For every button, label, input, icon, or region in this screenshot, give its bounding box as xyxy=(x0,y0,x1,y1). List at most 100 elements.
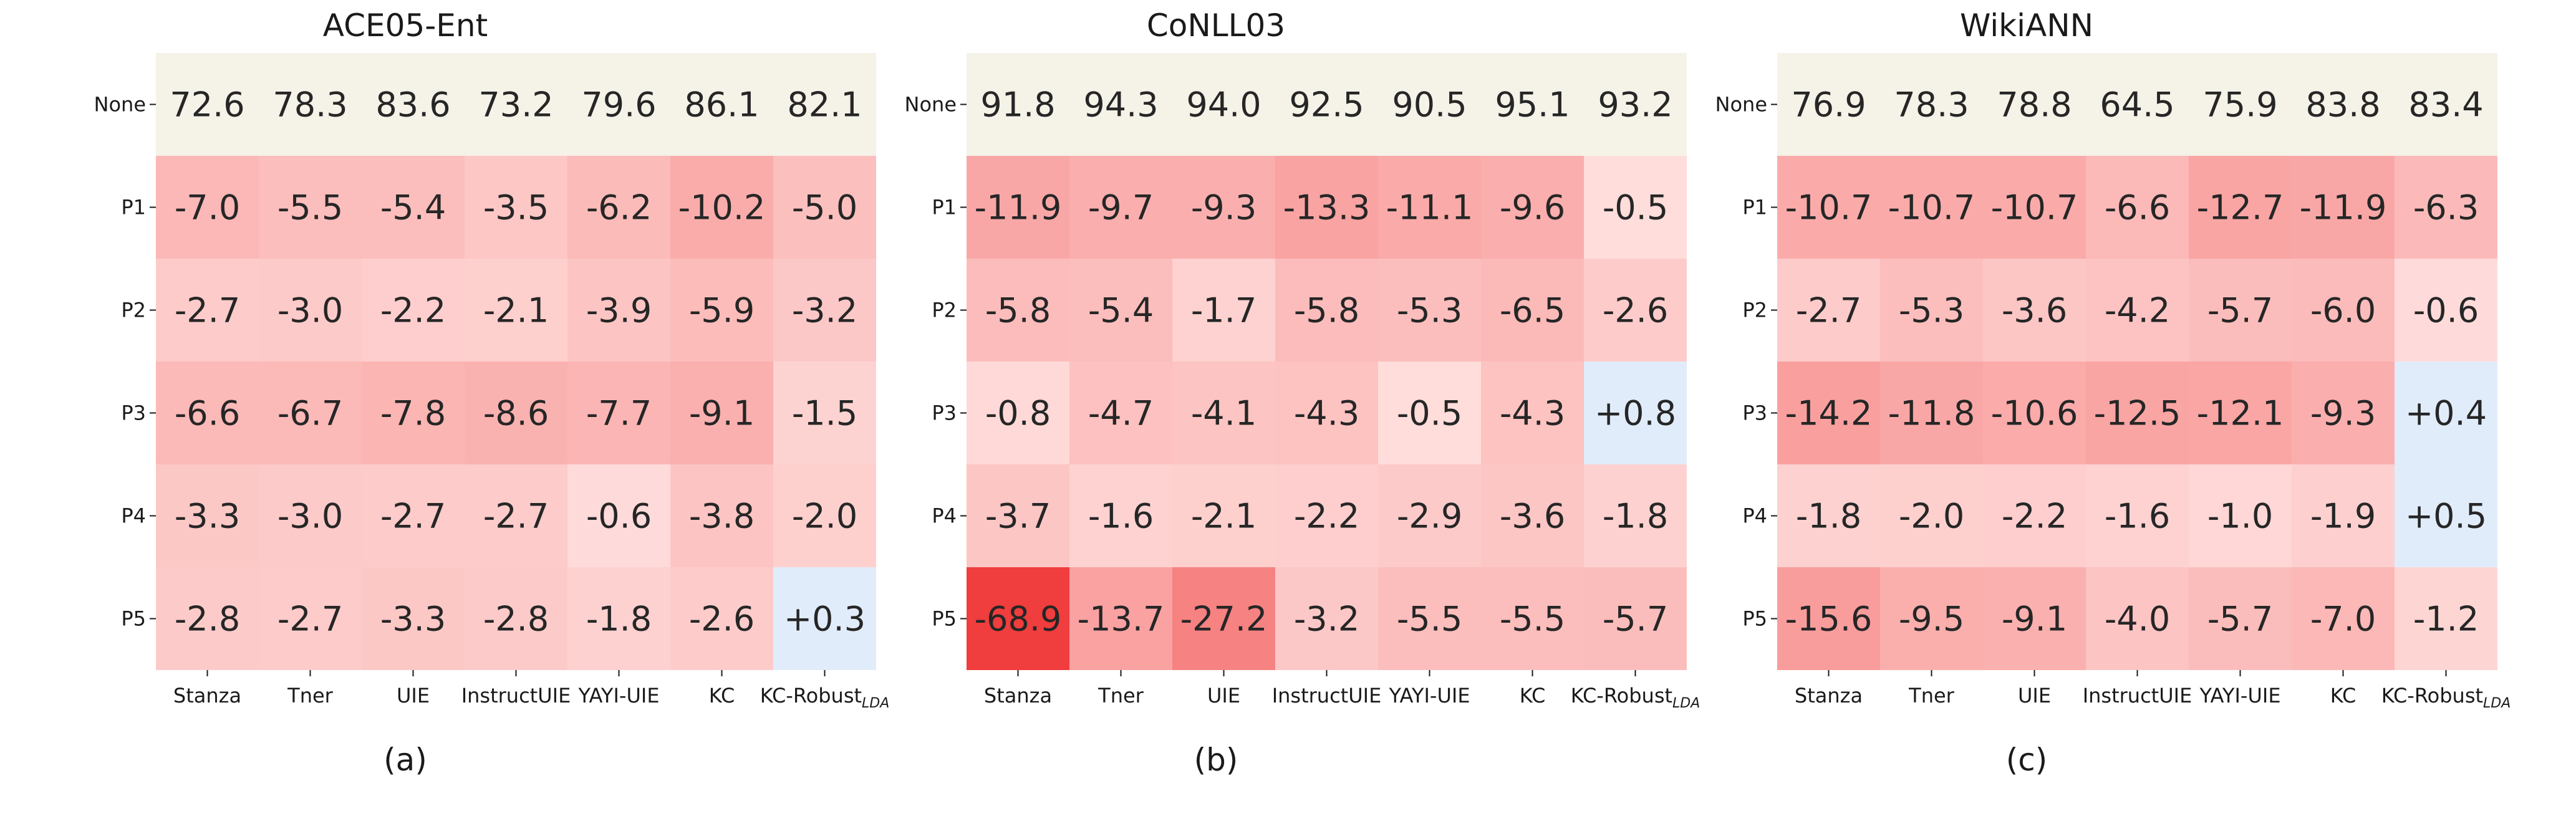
heatmap-cell xyxy=(2395,567,2497,670)
column-label: InstructUIE xyxy=(461,684,571,707)
cell-value-label: -3.0 xyxy=(277,497,343,536)
heatmap-cell xyxy=(2395,53,2497,156)
heatmap-cell xyxy=(2189,156,2292,259)
cell-value-label: 73.2 xyxy=(478,85,553,125)
heatmap-cell xyxy=(1275,362,1378,464)
row-label: P5 xyxy=(121,607,146,631)
cell-value-label: -2.2 xyxy=(2002,497,2067,536)
heatmap-cell xyxy=(1069,156,1172,259)
cell-value-label: -12.5 xyxy=(2094,394,2181,433)
cell-value-label: -5.5 xyxy=(277,188,343,228)
cell-value-label: -4.7 xyxy=(1088,394,1154,433)
cell-value-label: -0.8 xyxy=(985,394,1051,433)
heatmap-cell xyxy=(2395,464,2497,567)
heatmap-cell xyxy=(1584,259,1687,362)
cell-value-label: 83.8 xyxy=(2305,85,2380,125)
cell-value-label: -10.7 xyxy=(1785,188,1873,228)
column-label: YAYI-UIE xyxy=(577,684,659,707)
cell-value-label: -3.6 xyxy=(1500,497,1565,536)
heatmap-cell xyxy=(2292,362,2395,464)
cell-value-label: 94.3 xyxy=(1083,85,1158,125)
row-label: P5 xyxy=(932,607,957,631)
cell-value-label: -7.0 xyxy=(175,188,240,228)
cell-value-label: -5.3 xyxy=(1899,291,1964,330)
cell-value-label: 83.6 xyxy=(375,85,450,125)
cell-value-label: -2.0 xyxy=(792,497,857,536)
heatmap-cell xyxy=(1481,156,1584,259)
cell-value-label: +0.8 xyxy=(1594,394,1676,433)
cell-value-label: 90.5 xyxy=(1392,85,1467,125)
cell-value-label: -9.3 xyxy=(1191,188,1257,228)
cell-value-label: -2.7 xyxy=(483,497,549,536)
heatmap-cell xyxy=(567,259,670,362)
cell-value-label: +0.5 xyxy=(2405,497,2487,536)
cell-value-label: -11.9 xyxy=(975,188,1062,228)
cell-value-label: -6.7 xyxy=(277,394,343,433)
cell-value-label: 95.1 xyxy=(1495,85,1570,125)
cell-value-label: -3.0 xyxy=(277,291,343,330)
cell-value-label: -9.5 xyxy=(1899,600,1964,639)
heatmap-cell xyxy=(1275,53,1378,156)
heatmap-cell xyxy=(2292,567,2395,670)
heatmap-cell xyxy=(1481,567,1584,670)
cell-value-label: -5.8 xyxy=(1294,291,1359,330)
cell-value-label: -3.2 xyxy=(1294,600,1359,639)
heatmap-panel-3: WikiANN 76.9 78.3 78.8 64.5 75.9 83.8 83.4 -10.7… xyxy=(1621,0,2511,839)
heatmap-cell xyxy=(1378,156,1481,259)
cell-value-label: -9.6 xyxy=(1500,188,1565,228)
heatmap-cell xyxy=(362,362,465,464)
row-label: None xyxy=(94,93,146,117)
heatmap-cell xyxy=(773,53,876,156)
cell-value-label: -3.9 xyxy=(586,291,652,330)
column-label: YAYI-UIE xyxy=(2199,684,2280,707)
panel-caption: (a) xyxy=(384,742,427,778)
cell-value-label: 76.9 xyxy=(1791,85,1866,125)
heatmap-cell xyxy=(670,464,773,567)
cell-value-label: -3.5 xyxy=(483,188,549,228)
heatmap-cell xyxy=(362,464,465,567)
heatmap-cell xyxy=(1983,567,2086,670)
cell-value-label: -3.3 xyxy=(175,497,240,536)
cell-value-label: -2.8 xyxy=(483,600,549,639)
heatmap-cell xyxy=(1880,53,1983,156)
cell-value-label: -9.1 xyxy=(2002,600,2067,639)
heatmap-cell xyxy=(1777,362,1880,464)
cell-value-label: -4.2 xyxy=(2105,291,2170,330)
heatmap-cell xyxy=(1172,259,1275,362)
cell-value-label: -1.2 xyxy=(2413,600,2479,639)
heatmap-cell xyxy=(1069,53,1172,156)
cell-value-label: -8.6 xyxy=(483,394,549,433)
cell-value-label: -10.2 xyxy=(678,188,766,228)
heatmap-cell xyxy=(362,156,465,259)
cell-value-label: -1.6 xyxy=(1088,497,1154,536)
heatmap-panel-1: ACE05-Ent 72.6 78.3 83.6 73.2 79.6 86.1 82.1 -7.… xyxy=(0,0,890,839)
cell-value-label: -0.6 xyxy=(586,497,652,536)
column-label: Tner xyxy=(1908,684,1955,707)
cell-value-label: -1.9 xyxy=(2310,497,2376,536)
cell-value-label: -5.8 xyxy=(985,291,1051,330)
panel-caption: (b) xyxy=(1194,742,1238,778)
cell-value-label: -5.4 xyxy=(380,188,446,228)
cell-value-label: 79.6 xyxy=(581,85,656,125)
heatmap-cell xyxy=(567,464,670,567)
cell-value-label: -3.2 xyxy=(792,291,857,330)
cell-value-label: -10.7 xyxy=(1991,188,2078,228)
heatmap-cell xyxy=(1378,362,1481,464)
cell-value-label: 75.9 xyxy=(2202,85,2277,125)
column-label: YAYI-UIE xyxy=(1388,684,1470,707)
heatmap-cell xyxy=(2086,567,2189,670)
cell-value-label: -2.7 xyxy=(175,291,240,330)
cell-value-label: -5.4 xyxy=(1088,291,1154,330)
column-label: UIE xyxy=(2018,684,2051,707)
cell-value-label: -13.7 xyxy=(1078,600,1165,639)
column-label: UIE xyxy=(1207,684,1240,707)
cell-value-label: 92.5 xyxy=(1289,85,1364,125)
cell-value-label: -5.0 xyxy=(792,188,857,228)
heatmap-cell xyxy=(2189,259,2292,362)
heatmap-cell xyxy=(1378,53,1481,156)
cell-value-label: -4.1 xyxy=(1191,394,1257,433)
heatmap-cell xyxy=(1777,259,1880,362)
cell-value-label: -11.8 xyxy=(1888,394,1975,433)
heatmap-cell xyxy=(967,259,1069,362)
heatmap-cell xyxy=(1069,362,1172,464)
